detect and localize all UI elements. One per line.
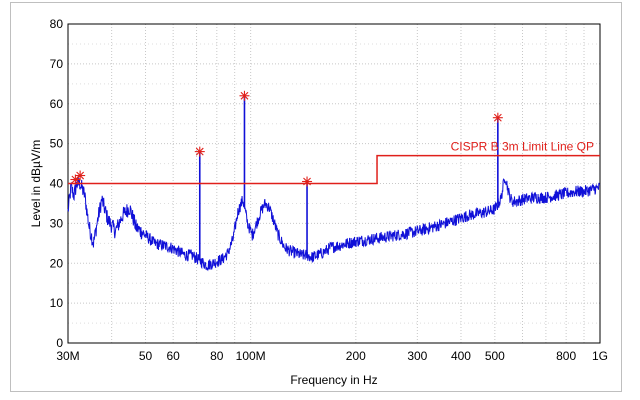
peak-marker: [239, 90, 250, 101]
x-tick-label: 500: [485, 349, 505, 363]
x-tick-label: 30M: [56, 349, 79, 363]
peak-marker: [492, 112, 503, 123]
peak-markers: [70, 90, 503, 187]
x-tick-label: 300: [407, 349, 427, 363]
x-axis-title: Frequency in Hz: [290, 373, 377, 387]
limit-line-label: CISPR B 3m Limit Line QP: [451, 140, 594, 154]
marker-stroke: [493, 113, 502, 122]
marker-stroke: [76, 171, 85, 180]
x-tick-label: 400: [451, 349, 471, 363]
x-tick-label: 50: [139, 349, 153, 363]
y-tick-label: 30: [50, 216, 64, 230]
y-tick-label: 50: [50, 137, 64, 151]
x-tick-label: 800: [556, 349, 576, 363]
peak-marker: [302, 176, 313, 187]
x-tick-label: 100M: [236, 349, 266, 363]
measurement-trace: [67, 176, 601, 272]
spikes: [198, 95, 499, 261]
y-axis-title: Level in dBµV/m: [29, 140, 43, 228]
x-tick-label: 1G: [592, 349, 608, 363]
peak-marker: [194, 146, 205, 157]
marker-stroke: [195, 147, 204, 156]
y-tick-label: 10: [50, 296, 64, 310]
x-tick-label: 200: [346, 349, 366, 363]
marker-stroke: [303, 177, 311, 186]
marker-stroke: [240, 91, 249, 100]
y-tick-label: 40: [50, 177, 64, 191]
y-axis-ticks: 0 10 20 30 40 50 60 70 80: [50, 17, 64, 350]
x-axis-ticks: 30M 50 60 80 100M 200 300 400 500 800 1G: [56, 349, 608, 363]
y-tick-label: 0: [56, 336, 63, 350]
y-tick-label: 20: [50, 256, 64, 270]
y-tick-label: 60: [50, 97, 64, 111]
peak-marker: [75, 170, 86, 181]
y-tick-label: 70: [50, 57, 64, 71]
x-tick-label: 60: [166, 349, 180, 363]
limit-line: [68, 154, 600, 185]
x-tick-label: 80: [210, 349, 224, 363]
y-tick-label: 80: [50, 17, 64, 31]
